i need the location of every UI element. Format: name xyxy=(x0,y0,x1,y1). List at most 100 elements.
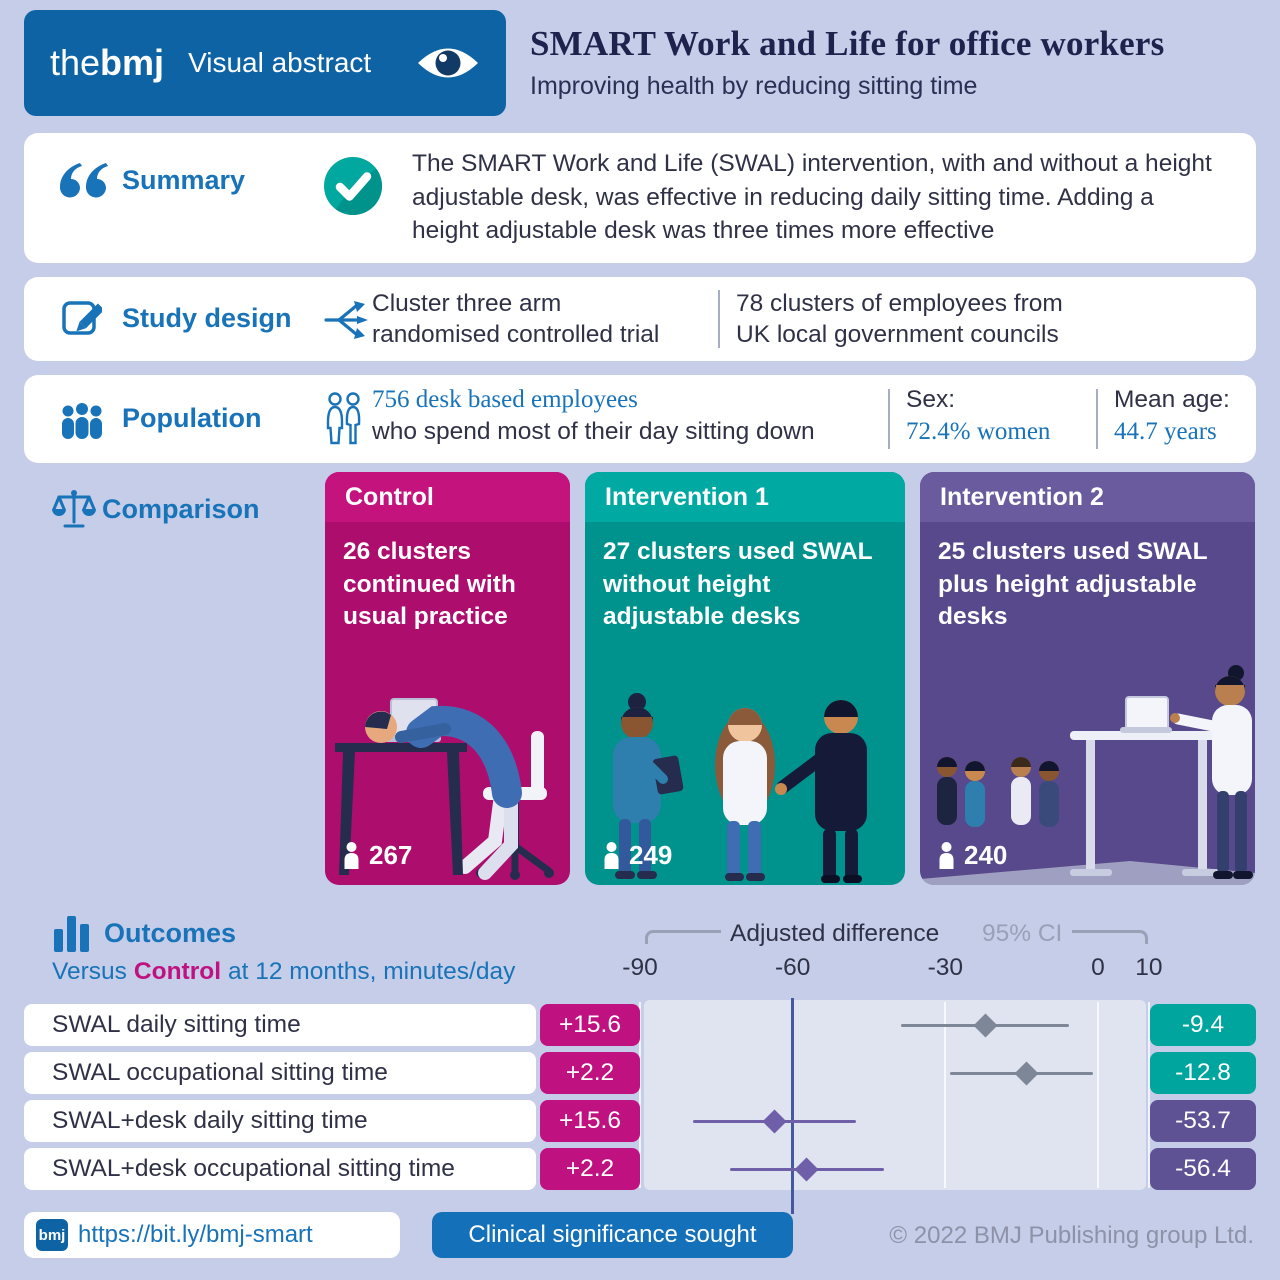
versus-control: Control xyxy=(133,958,221,985)
eye-icon xyxy=(418,48,478,78)
check-icon xyxy=(324,157,382,215)
summary-section: Summary The SMART Work and Life (SWAL) i… xyxy=(24,133,1256,263)
axis-gridline xyxy=(1097,1002,1099,1188)
pencil-icon xyxy=(62,301,102,335)
versus-suffix: at 12 months, minutes/day xyxy=(228,958,516,985)
comparison-label: Comparison xyxy=(102,494,260,524)
sex-label: Sex: xyxy=(906,386,956,413)
age-block: Mean age: 44.7 years xyxy=(1114,384,1230,448)
clusters-line2: UK local government councils xyxy=(736,321,1059,348)
visual-abstract-label: Visual abstract xyxy=(188,47,372,78)
illustration-three-people-standing xyxy=(613,693,867,883)
illustration-person-slumped-at-desk xyxy=(335,698,554,880)
card-title: Intervention 1 xyxy=(585,472,905,522)
outcomes-label: Outcomes xyxy=(104,918,237,948)
clusters-text: 78 clusters of employees from UK local g… xyxy=(736,288,1063,350)
bmj-smart-link[interactable]: https://bit.ly/bmj-smart xyxy=(78,1221,313,1248)
bmj-mini-logo: bmj xyxy=(36,1219,68,1251)
page-subtitle: Improving health by reducing sitting tim… xyxy=(530,72,978,100)
participant-count: 240 xyxy=(938,840,1007,871)
two-person-outline-icon xyxy=(326,392,361,445)
axis-bracket-left xyxy=(645,930,721,944)
page-title: SMART Work and Life for office workers xyxy=(530,24,1165,63)
arm-change-badge: -12.8 xyxy=(1150,1052,1256,1094)
logo-the: the xyxy=(50,42,101,83)
sex-block: Sex: 72.4% women xyxy=(906,384,1050,448)
outcome-row-label: SWAL+desk occupational sitting time xyxy=(24,1148,536,1190)
divider xyxy=(718,290,720,348)
copyright-text: © 2022 BMJ Publishing group Ltd. xyxy=(889,1222,1254,1249)
link-box: bmj https://bit.ly/bmj-smart xyxy=(24,1212,400,1258)
card-title: Control xyxy=(325,472,570,522)
person-icon xyxy=(344,842,359,869)
quote-icon xyxy=(59,163,108,198)
population-label: Population xyxy=(122,403,262,433)
control-change-badge: +15.6 xyxy=(540,1004,640,1046)
person-icon xyxy=(604,842,619,869)
comparison-card-control: Control 26 clusters continued with usual… xyxy=(325,472,570,885)
divider xyxy=(1096,389,1098,449)
axis-tick-label: 10 xyxy=(1135,954,1163,981)
outcome-row-label: SWAL daily sitting time xyxy=(24,1004,536,1046)
count-value: 240 xyxy=(964,840,1008,870)
population-text: 756 desk based employees who spend most … xyxy=(372,384,815,448)
control-change-badge: +2.2 xyxy=(540,1052,640,1094)
illustration-standing-desk xyxy=(920,665,1255,885)
age-label: Mean age: xyxy=(1114,386,1230,413)
clinical-significance-badge: Clinical significance sought xyxy=(432,1212,793,1258)
axis-title: Adjusted difference xyxy=(730,920,940,947)
study-design-line2: randomised controlled trial xyxy=(372,321,660,348)
axis-tick-label: 0 xyxy=(1091,954,1105,981)
control-change-badge: +15.6 xyxy=(540,1100,640,1142)
axis-gridline xyxy=(1147,1002,1150,1188)
card-description: 25 clusters used SWAL plus height adjust… xyxy=(938,538,1208,631)
axis-tick-label: -90 xyxy=(622,954,658,981)
count-value: 249 xyxy=(629,840,673,870)
title-block: SMART Work and Life for office workers I… xyxy=(530,24,1260,101)
three-arm-split-icon xyxy=(324,301,368,339)
forest-plot-panel xyxy=(644,1000,1146,1190)
sex-value: 72.4% women xyxy=(906,418,1051,445)
bmj-logo: thebmj xyxy=(50,42,164,84)
summary-text: The SMART Work and Life (SWAL) intervent… xyxy=(412,150,1212,245)
outcomes-subtitle: Versus Control at 12 months, minutes/day xyxy=(52,958,515,986)
scale-icon xyxy=(52,490,96,528)
population-detail: who spend most of their day sitting down xyxy=(372,418,815,445)
card-description: 27 clusters used SWAL without height adj… xyxy=(603,538,873,631)
study-design-line1: Cluster three arm xyxy=(372,290,562,317)
control-change-badge: +2.2 xyxy=(540,1148,640,1190)
participant-count: 249 xyxy=(603,840,672,871)
bar-chart-icon xyxy=(54,916,89,952)
count-value: 267 xyxy=(369,840,413,870)
people-icon xyxy=(62,403,102,439)
axis-gridline xyxy=(944,1002,947,1188)
card-title: Intervention 2 xyxy=(920,472,1255,522)
population-section: Population 756 desk based employees who … xyxy=(24,375,1256,463)
clinical-significance-line xyxy=(791,998,795,1214)
population-highlight: 756 desk based employees xyxy=(372,386,638,413)
divider xyxy=(888,389,890,449)
card-description: 26 clusters continued with usual practic… xyxy=(343,538,516,631)
person-icon xyxy=(939,842,954,869)
axis-ci-label: 95% CI xyxy=(982,920,1063,947)
versus-prefix: Versus xyxy=(52,958,127,985)
axis-tick-label: -60 xyxy=(774,954,811,981)
summary-label: Summary xyxy=(122,165,246,195)
bmj-logo-box: thebmj Visual abstract xyxy=(24,10,506,116)
clusters-line1: 78 clusters of employees from xyxy=(736,290,1063,317)
study-design-text: Cluster three arm randomised controlled … xyxy=(372,288,659,350)
age-value: 44.7 years xyxy=(1114,418,1217,445)
axis-tick-label: -30 xyxy=(927,954,964,981)
outcome-row-label: SWAL+desk daily sitting time xyxy=(24,1100,536,1142)
arm-change-badge: -56.4 xyxy=(1150,1148,1256,1190)
comparison-card-intervention1: Intervention 1 27 clusters used SWAL wit… xyxy=(585,472,905,885)
logo-bmj: bmj xyxy=(100,42,165,83)
study-design-section: Study design Cluster three arm randomise… xyxy=(24,277,1256,361)
axis-bracket-right xyxy=(1072,930,1148,944)
study-design-label: Study design xyxy=(122,303,292,333)
outcome-row-label: SWAL occupational sitting time xyxy=(24,1052,536,1094)
arm-change-badge: -9.4 xyxy=(1150,1004,1256,1046)
arm-change-badge: -53.7 xyxy=(1150,1100,1256,1142)
